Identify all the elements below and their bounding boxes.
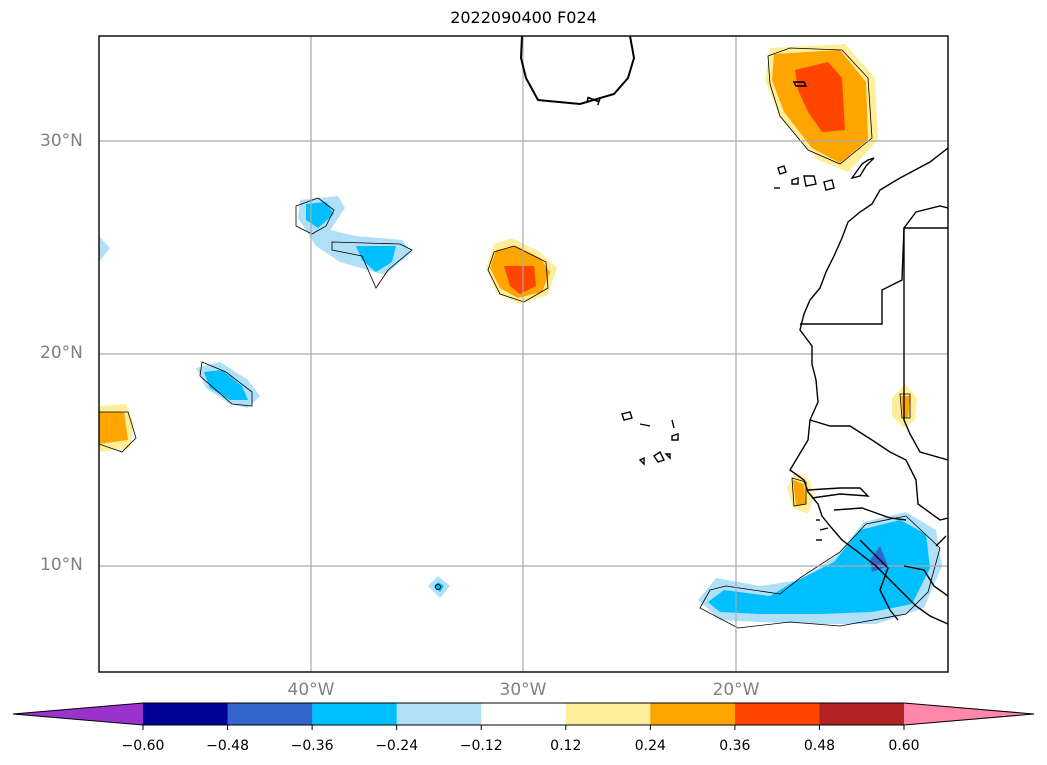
map-title: 2022090400 F024	[450, 8, 597, 27]
colorbar-segment	[650, 703, 736, 725]
colorbar-segment	[227, 703, 313, 725]
colorbar-segment	[734, 703, 820, 725]
gridlines	[99, 36, 948, 672]
lon-label-40w: 40°W	[287, 680, 335, 700]
anomaly-blob-left-sliver	[99, 236, 110, 262]
coastlines	[789, 147, 948, 625]
colorbar-segment	[565, 703, 651, 725]
colorbar-under-extension	[13, 703, 143, 725]
colorbar-segment	[396, 703, 482, 725]
colorbar-tick-label: −0.60	[121, 738, 165, 754]
contour-label: 1	[583, 91, 607, 109]
colorbar-over-extension	[904, 703, 1034, 725]
colorbar-tick-label: 0.48	[803, 738, 836, 754]
colorbar-tick-label: −0.12	[459, 738, 503, 754]
anomaly-blob-left-edge-mid	[99, 412, 128, 444]
colorbar-segment	[143, 703, 229, 725]
anomaly-blob-senegal-core	[793, 480, 806, 506]
colorbar-tick-label: −0.24	[375, 738, 419, 754]
anomaly-blob-guinea-mid	[708, 520, 930, 614]
anomaly-contours	[99, 47, 941, 629]
colorbar-segment	[819, 703, 905, 725]
lon-label-20w: 20°W	[712, 680, 760, 700]
anomaly-blob-central-core	[504, 266, 536, 294]
small-contour-point	[435, 584, 441, 590]
negative-anomaly-fills	[99, 196, 942, 624]
map-frame	[98, 35, 949, 673]
anomaly-blob-north-mid-2	[356, 246, 396, 272]
colorbar-tick-label: 0.60	[888, 738, 920, 754]
bold-contour	[519, 36, 636, 106]
colorbar-tick-label: −0.36	[290, 738, 334, 754]
colorbar-tick-label: 0.36	[719, 738, 751, 754]
lon-label-30w: 30°W	[499, 680, 547, 700]
map-plot-area	[99, 36, 948, 672]
anomaly-blob-canaries-core	[795, 62, 845, 132]
colorbar-tick-label: 0.24	[634, 738, 666, 754]
colorbar-segment	[312, 703, 398, 725]
islands	[621, 81, 875, 541]
anomaly-blob-north-mid	[306, 202, 334, 228]
colorbar-segment	[481, 703, 567, 725]
lat-label-20n: 20°N	[40, 343, 83, 363]
lat-label-10n: 10°N	[40, 555, 83, 575]
colorbar-tick-label: −0.48	[206, 738, 249, 754]
colorbar-tick-label: 0.12	[550, 738, 582, 754]
anomaly-blob-mauritania-core	[901, 396, 910, 418]
anomaly-blob-west-mid	[204, 370, 248, 400]
colorbar	[12, 702, 1035, 730]
positive-anomaly-fills	[99, 44, 917, 514]
lat-label-30n: 30°N	[40, 131, 83, 151]
